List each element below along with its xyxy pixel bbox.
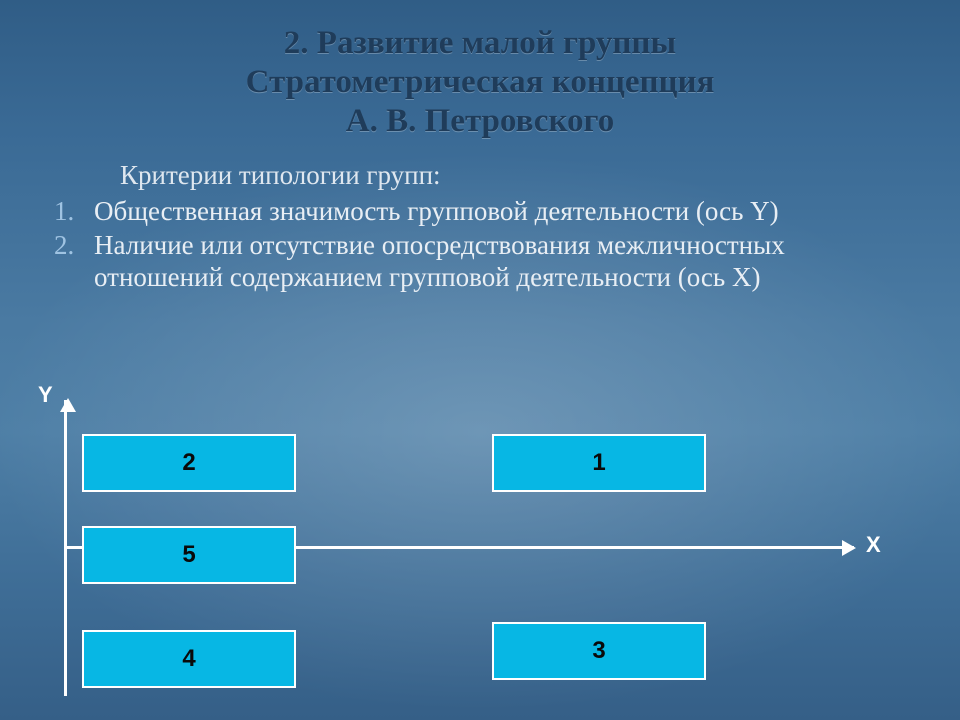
title-line-2: Стратометрическая концепция	[246, 64, 715, 100]
box-3-label: 3	[592, 637, 605, 665]
box-1-label: 1	[592, 449, 605, 477]
title-line-1: 2. Развитие малой группы	[284, 25, 676, 61]
axis-label-y: Y	[38, 382, 53, 408]
axis-label-x: X	[866, 532, 881, 558]
slide: 2. Развитие малой группы Стратометрическ…	[0, 0, 960, 720]
quadrant-diagram: Y X 2 1 5 4 3	[40, 386, 920, 706]
slide-title: 2. Развитие малой группы Стратометрическ…	[0, 24, 960, 141]
box-5: 5	[82, 526, 296, 584]
title-line-3: А. В. Петровского	[346, 103, 614, 139]
box-1: 1	[492, 434, 706, 492]
lead-text: Критерии типологии групп:	[120, 160, 912, 192]
box-3: 3	[492, 622, 706, 680]
box-2: 2	[82, 434, 296, 492]
box-4: 4	[82, 630, 296, 688]
criteria-item-2: Наличие или отсутствие опосредствования …	[94, 230, 912, 294]
box-4-label: 4	[182, 645, 195, 673]
criteria-list: Общественная значимость групповой деятел…	[48, 196, 912, 294]
body-text: Критерии типологии групп: Общественная з…	[48, 160, 912, 295]
box-2-label: 2	[182, 449, 195, 477]
box-5-label: 5	[182, 541, 195, 569]
criteria-item-1: Общественная значимость групповой деятел…	[94, 196, 912, 228]
